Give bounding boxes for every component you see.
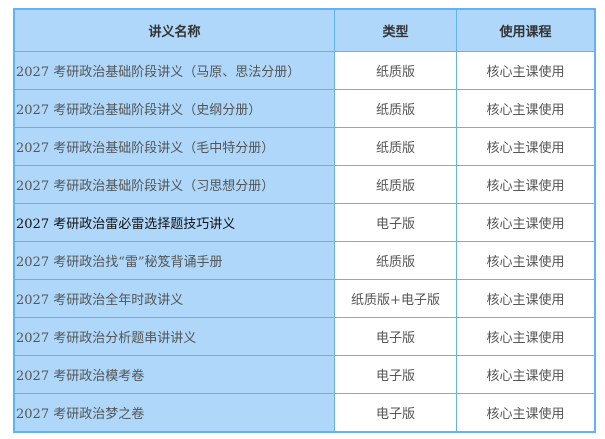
- handout-type: 纸质版: [334, 89, 457, 128]
- table-row: 2027 考研政治基础阶段讲义（毛中特分册） 纸质版 核心主课使用: [13, 127, 596, 166]
- header-course: 使用课程: [456, 8, 596, 52]
- handout-course: 核心主课使用: [456, 51, 596, 90]
- handout-table: 讲义名称 类型 使用课程 2027 考研政治基础阶段讲义（马原、思法分册） 纸质版…: [13, 8, 596, 433]
- table-row: 2027 考研政治雷必雷选择题技巧讲义 电子版 核心主课使用: [13, 203, 596, 242]
- handout-course: 核心主课使用: [456, 165, 596, 204]
- handout-type: 电子版: [334, 393, 457, 433]
- handout-name: 2027 考研政治雷必雷选择题技巧讲义: [13, 203, 335, 242]
- handout-name: 2027 考研政治分析题串讲讲义: [13, 317, 335, 356]
- table-row: 2027 考研政治基础阶段讲义（马原、思法分册） 纸质版 核心主课使用: [13, 51, 596, 90]
- handout-name: 2027 考研政治梦之卷: [13, 393, 335, 433]
- table-row: 2027 考研政治全年时政讲义 纸质版+电子版 核心主课使用: [13, 279, 596, 318]
- handout-course: 核心主课使用: [456, 317, 596, 356]
- handout-type: 纸质版: [334, 241, 457, 280]
- handout-course: 核心主课使用: [456, 127, 596, 166]
- handout-name: 2027 考研政治基础阶段讲义（马原、思法分册）: [13, 51, 335, 90]
- handout-course: 核心主课使用: [456, 279, 596, 318]
- handout-course: 核心主课使用: [456, 355, 596, 394]
- handout-name: 2027 考研政治基础阶段讲义（习思想分册）: [13, 165, 335, 204]
- header-type: 类型: [334, 8, 457, 52]
- header-row: 讲义名称 类型 使用课程: [13, 8, 596, 52]
- table-row: 2027 考研政治找“雷”秘笈背诵手册 纸质版 核心主课使用: [13, 241, 596, 280]
- handout-type: 纸质版: [334, 127, 457, 166]
- handout-course: 核心主课使用: [456, 89, 596, 128]
- handout-type: 电子版: [334, 355, 457, 394]
- header-name: 讲义名称: [13, 8, 335, 52]
- table-row: 2027 考研政治分析题串讲讲义 电子版 核心主课使用: [13, 317, 596, 356]
- table-row: 2027 考研政治基础阶段讲义（习思想分册） 纸质版 核心主课使用: [13, 165, 596, 204]
- table-row: 2027 考研政治梦之卷 电子版 核心主课使用: [13, 393, 596, 433]
- handout-name: 2027 考研政治全年时政讲义: [13, 279, 335, 318]
- handout-type: 电子版: [334, 203, 457, 242]
- table-row: 2027 考研政治基础阶段讲义（史纲分册） 纸质版 核心主课使用: [13, 89, 596, 128]
- handout-name: 2027 考研政治模考卷: [13, 355, 335, 394]
- handout-name: 2027 考研政治基础阶段讲义（毛中特分册）: [13, 127, 335, 166]
- handout-course: 核心主课使用: [456, 203, 596, 242]
- handout-course: 核心主课使用: [456, 241, 596, 280]
- handout-type: 纸质版: [334, 165, 457, 204]
- handout-name: 2027 考研政治找“雷”秘笈背诵手册: [13, 241, 335, 280]
- handout-type: 电子版: [334, 317, 457, 356]
- table-row: 2027 考研政治模考卷 电子版 核心主课使用: [13, 355, 596, 394]
- handout-name: 2027 考研政治基础阶段讲义（史纲分册）: [13, 89, 335, 128]
- handout-course: 核心主课使用: [456, 393, 596, 433]
- handout-type: 纸质版: [334, 51, 457, 90]
- handout-type: 纸质版+电子版: [334, 279, 457, 318]
